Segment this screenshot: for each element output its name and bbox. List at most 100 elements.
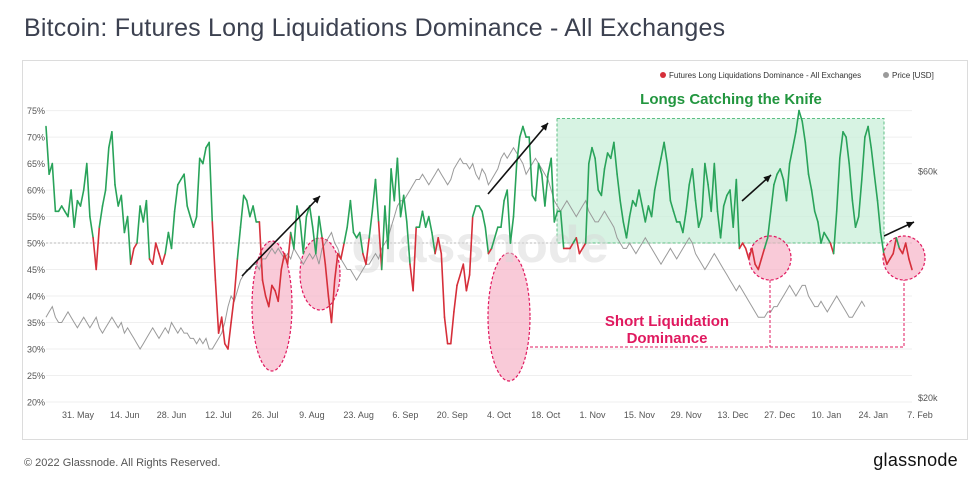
dominance-segment [70, 189, 75, 228]
dominance-segment [773, 173, 778, 186]
dominance-segment [396, 157, 402, 218]
dominance-segment [95, 226, 101, 271]
y-tick-label: 70% [27, 133, 45, 143]
dominance-segment [424, 215, 430, 228]
dominance-segment [534, 162, 540, 202]
dominance-segment [427, 215, 433, 234]
dominance-segment [569, 242, 574, 250]
dominance-segment [710, 162, 716, 213]
dominance-segment [60, 205, 66, 213]
dominance-segment [851, 199, 857, 228]
dominance-segment [51, 162, 57, 213]
copyright-text: © 2022 Glassnode. All Rights Reserved. [24, 457, 221, 469]
x-tick-label: 13. Dec [717, 410, 749, 420]
dominance-segment [835, 157, 841, 213]
y-tick-label: 60% [27, 186, 45, 196]
dominance-segment [98, 205, 104, 228]
y-tick-label: 35% [27, 318, 45, 328]
dominance-segment [189, 215, 195, 228]
dominance-segment [330, 279, 336, 324]
dominance-segment [820, 231, 825, 244]
dominance-segment [261, 279, 267, 297]
dominance-segment [801, 120, 807, 144]
dominance-segment [434, 237, 440, 255]
dominance-segment [220, 316, 226, 345]
dominance-segment [302, 215, 308, 255]
dominance-segment [487, 247, 493, 255]
dominance-segment [616, 173, 622, 202]
dominance-segment [399, 194, 405, 218]
dominance-segment [644, 205, 650, 223]
x-tick-label: 18. Oct [531, 410, 561, 420]
dominance-segment [889, 252, 895, 260]
dominance-segment [239, 194, 245, 228]
dominance-segment [663, 141, 669, 165]
dominance-segment [89, 215, 94, 239]
dominance-segment [798, 109, 804, 122]
dominance-segment [625, 215, 631, 239]
dominance-segment [393, 157, 399, 202]
axes: 20% 25% 30% 35% 40% 45% 50% 55% 60% 65% 70% 75% $20k… [27, 106, 938, 420]
dominance-segment [619, 199, 625, 223]
dominance-segment [540, 173, 546, 207]
long-annotation-label: Longs Catching the Knife [640, 91, 822, 108]
dominance-segment [242, 194, 248, 202]
x-tick-label: 23. Aug [343, 410, 374, 420]
dominance-segment [757, 258, 763, 271]
dominance-segment [584, 162, 590, 244]
dominance-segment [672, 210, 678, 223]
short-zone-ellipse [748, 235, 792, 281]
dominance-segment [57, 205, 63, 213]
dominance-segment [650, 189, 656, 218]
dominance-segment [741, 242, 747, 250]
dominance-segment [578, 247, 584, 255]
legend[interactable]: Futures Long Liquidations Dominance - Al… [660, 71, 934, 80]
dominance-segment [603, 152, 609, 170]
dominance-segment [120, 194, 126, 234]
y-tick-label: 65% [27, 159, 45, 169]
dominance-segment [145, 199, 151, 260]
dominance-segment [506, 189, 512, 244]
y-tick-label: 20% [27, 398, 45, 408]
dominance-segment [704, 162, 709, 186]
dominance-segment [465, 273, 471, 292]
dominance-segment [876, 199, 882, 234]
dominance-segment [860, 136, 866, 181]
dominance-segment [192, 215, 198, 228]
arrow-head [312, 196, 320, 204]
dominance-segment [343, 226, 349, 244]
dominance-segment [186, 205, 192, 218]
dominance-segment [817, 221, 822, 244]
trend-arrow [241, 195, 321, 277]
dominance-segment [528, 136, 534, 197]
short-zone-ellipse [882, 235, 926, 281]
y-tick-label: 30% [27, 345, 45, 355]
dominance-segment [747, 247, 753, 260]
y-tick-label: 75% [27, 106, 45, 116]
dominance-segment [500, 199, 505, 228]
dominance-segment [139, 205, 145, 223]
dominance-segment [481, 210, 487, 228]
dominance-segment [870, 146, 876, 175]
x-tick-label: 27. Dec [764, 410, 796, 420]
dominance-segment [795, 109, 800, 133]
dominance-segment [732, 178, 738, 228]
dominance-segment [738, 242, 744, 250]
dominance-segment [293, 205, 298, 250]
dominance-segment [892, 237, 898, 255]
dominance-segment [155, 242, 160, 255]
dominance-segment [327, 295, 333, 324]
dominance-segment [333, 252, 339, 281]
dominance-segment [79, 189, 85, 207]
dominance-segment [782, 178, 788, 202]
dominance-segment [380, 205, 386, 271]
legend-label: Futures Long Liquidations Dominance - Al… [669, 71, 861, 80]
dominance-segment [443, 316, 449, 345]
short-zone-ellipse [299, 237, 341, 311]
dominance-segment [365, 237, 371, 266]
dominance-segment [299, 221, 305, 255]
annotations: Longs Catching the Knife Short Liquidatio… [241, 91, 915, 348]
dominance-segment [766, 210, 772, 239]
x-tick-label: 26. Jul [252, 410, 279, 420]
